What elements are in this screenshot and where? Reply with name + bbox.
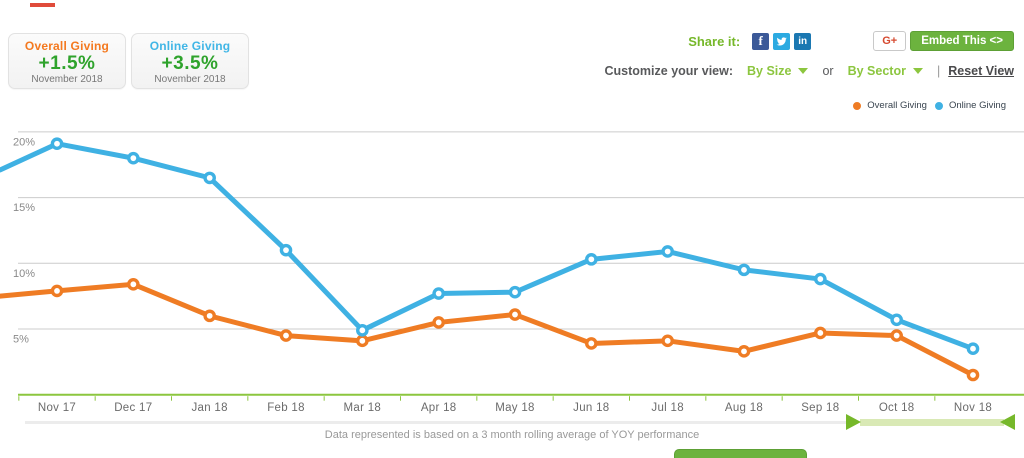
x-axis-month-label: Feb 18 [267, 402, 305, 414]
x-axis-month-label: Nov 18 [954, 402, 992, 414]
legend-label: Online Giving [948, 100, 1006, 111]
data-point[interactable] [356, 334, 369, 348]
online-giving-marker-icon [934, 101, 943, 110]
data-point[interactable] [814, 326, 827, 340]
data-point[interactable] [508, 285, 522, 299]
data-point[interactable] [279, 329, 293, 342]
x-axis-month-label: Jul 18 [651, 402, 684, 414]
overall-giving-card: Overall Giving +1.5% November 2018 [8, 33, 126, 89]
x-axis-month-label: Apr 18 [421, 402, 457, 414]
data-point[interactable] [661, 245, 674, 258]
online-giving-card-title: Online Giving [149, 39, 231, 53]
legend-item-online-giving[interactable]: Online Giving [934, 100, 1006, 111]
overall-giving-marker-icon [853, 101, 862, 110]
x-axis-month-label: Aug 18 [725, 402, 763, 414]
by-size-dropdown[interactable]: By Size [747, 64, 809, 78]
data-point[interactable] [890, 329, 903, 342]
date-range-slider-selected-range[interactable] [860, 419, 1004, 426]
google-plus-button[interactable]: G+ [873, 31, 907, 51]
data-point[interactable] [814, 272, 827, 286]
legend-item-overall-giving[interactable]: Overall Giving [853, 100, 927, 111]
data-point[interactable] [737, 263, 751, 277]
x-axis-month-label: Nov 17 [38, 402, 76, 414]
online-giving-card-period: November 2018 [154, 74, 226, 85]
data-point[interactable] [966, 368, 980, 382]
customize-view-label: Customize your view: [604, 64, 734, 78]
linkedin-icon[interactable]: in [794, 32, 812, 50]
or-text: or [822, 64, 834, 78]
data-point[interactable] [585, 253, 598, 266]
date-range-slider-track[interactable] [25, 421, 853, 424]
facebook-icon[interactable]: f [752, 32, 770, 50]
data-point[interactable] [203, 171, 216, 185]
customize-view-toolbar: Customize your view: By Size or By Secto… [605, 64, 1014, 78]
data-point[interactable] [585, 337, 598, 350]
data-point[interactable] [279, 243, 293, 257]
twitter-icon[interactable] [773, 32, 791, 50]
reset-view-link[interactable]: Reset View [948, 64, 1014, 78]
series-overall-giving [0, 278, 980, 382]
chart-legend: Overall Giving Online Giving [845, 100, 1006, 111]
by-size-dropdown-label: By Size [747, 64, 792, 78]
data-point[interactable] [127, 278, 140, 291]
online-giving-card-value: +3.5% [161, 53, 219, 74]
by-sector-dropdown-label: By Sector [847, 64, 906, 78]
overall-giving-card-title: Overall Giving [24, 39, 110, 53]
overall-giving-card-period: November 2018 [31, 74, 103, 85]
chevron-down-icon [912, 68, 923, 74]
data-point[interactable] [737, 345, 751, 358]
series-line [0, 141, 976, 352]
x-axis-month-label: Oct 18 [879, 402, 915, 414]
y-axis-tick-label: 5% [13, 334, 29, 346]
slider-left-handle-icon[interactable] [846, 414, 861, 430]
twitter-bird-icon [776, 36, 787, 46]
data-point[interactable] [50, 284, 64, 298]
x-axis-month-label: Jun 18 [573, 402, 609, 414]
embed-this-button[interactable]: Embed This <> [910, 31, 1014, 51]
data-point[interactable] [127, 151, 140, 165]
data-point[interactable] [661, 334, 674, 348]
x-axis-month-label: May 18 [495, 402, 535, 414]
x-axis-month-label: Sep 18 [801, 402, 839, 414]
x-axis-month-label: Mar 18 [344, 402, 382, 414]
data-point[interactable] [966, 342, 980, 356]
by-sector-dropdown[interactable]: By Sector [848, 64, 923, 78]
separator: | [936, 64, 941, 78]
bottom-partial-button[interactable] [674, 449, 807, 458]
series-online-giving [0, 137, 980, 356]
data-point[interactable] [432, 287, 445, 300]
data-point[interactable] [890, 313, 903, 327]
y-axis-tick-label: 10% [13, 268, 35, 280]
data-point[interactable] [508, 308, 522, 321]
y-axis-tick-label: 15% [13, 202, 35, 214]
online-giving-card: Online Giving +3.5% November 2018 [131, 33, 249, 89]
overall-giving-card-value: +1.5% [38, 53, 96, 74]
slider-right-handle-icon[interactable] [1000, 414, 1015, 430]
x-axis-month-label: Jan 18 [192, 402, 228, 414]
share-label: Share it: [688, 33, 741, 49]
y-axis-tick-label: 20% [13, 136, 35, 148]
series-line [0, 281, 976, 378]
data-point[interactable] [50, 137, 64, 151]
x-axis-month-label: Dec 17 [114, 402, 152, 414]
top-left-red-marker [30, 3, 55, 7]
chevron-down-icon [798, 68, 809, 74]
chart-footnote: Data represented is based on a 3 month r… [324, 429, 700, 441]
data-point[interactable] [432, 316, 445, 329]
share-toolbar: Share it: f in G+ Embed This <> [688, 31, 1014, 51]
data-point[interactable] [203, 309, 216, 323]
legend-label: Overall Giving [867, 100, 927, 111]
data-point[interactable] [356, 324, 369, 337]
